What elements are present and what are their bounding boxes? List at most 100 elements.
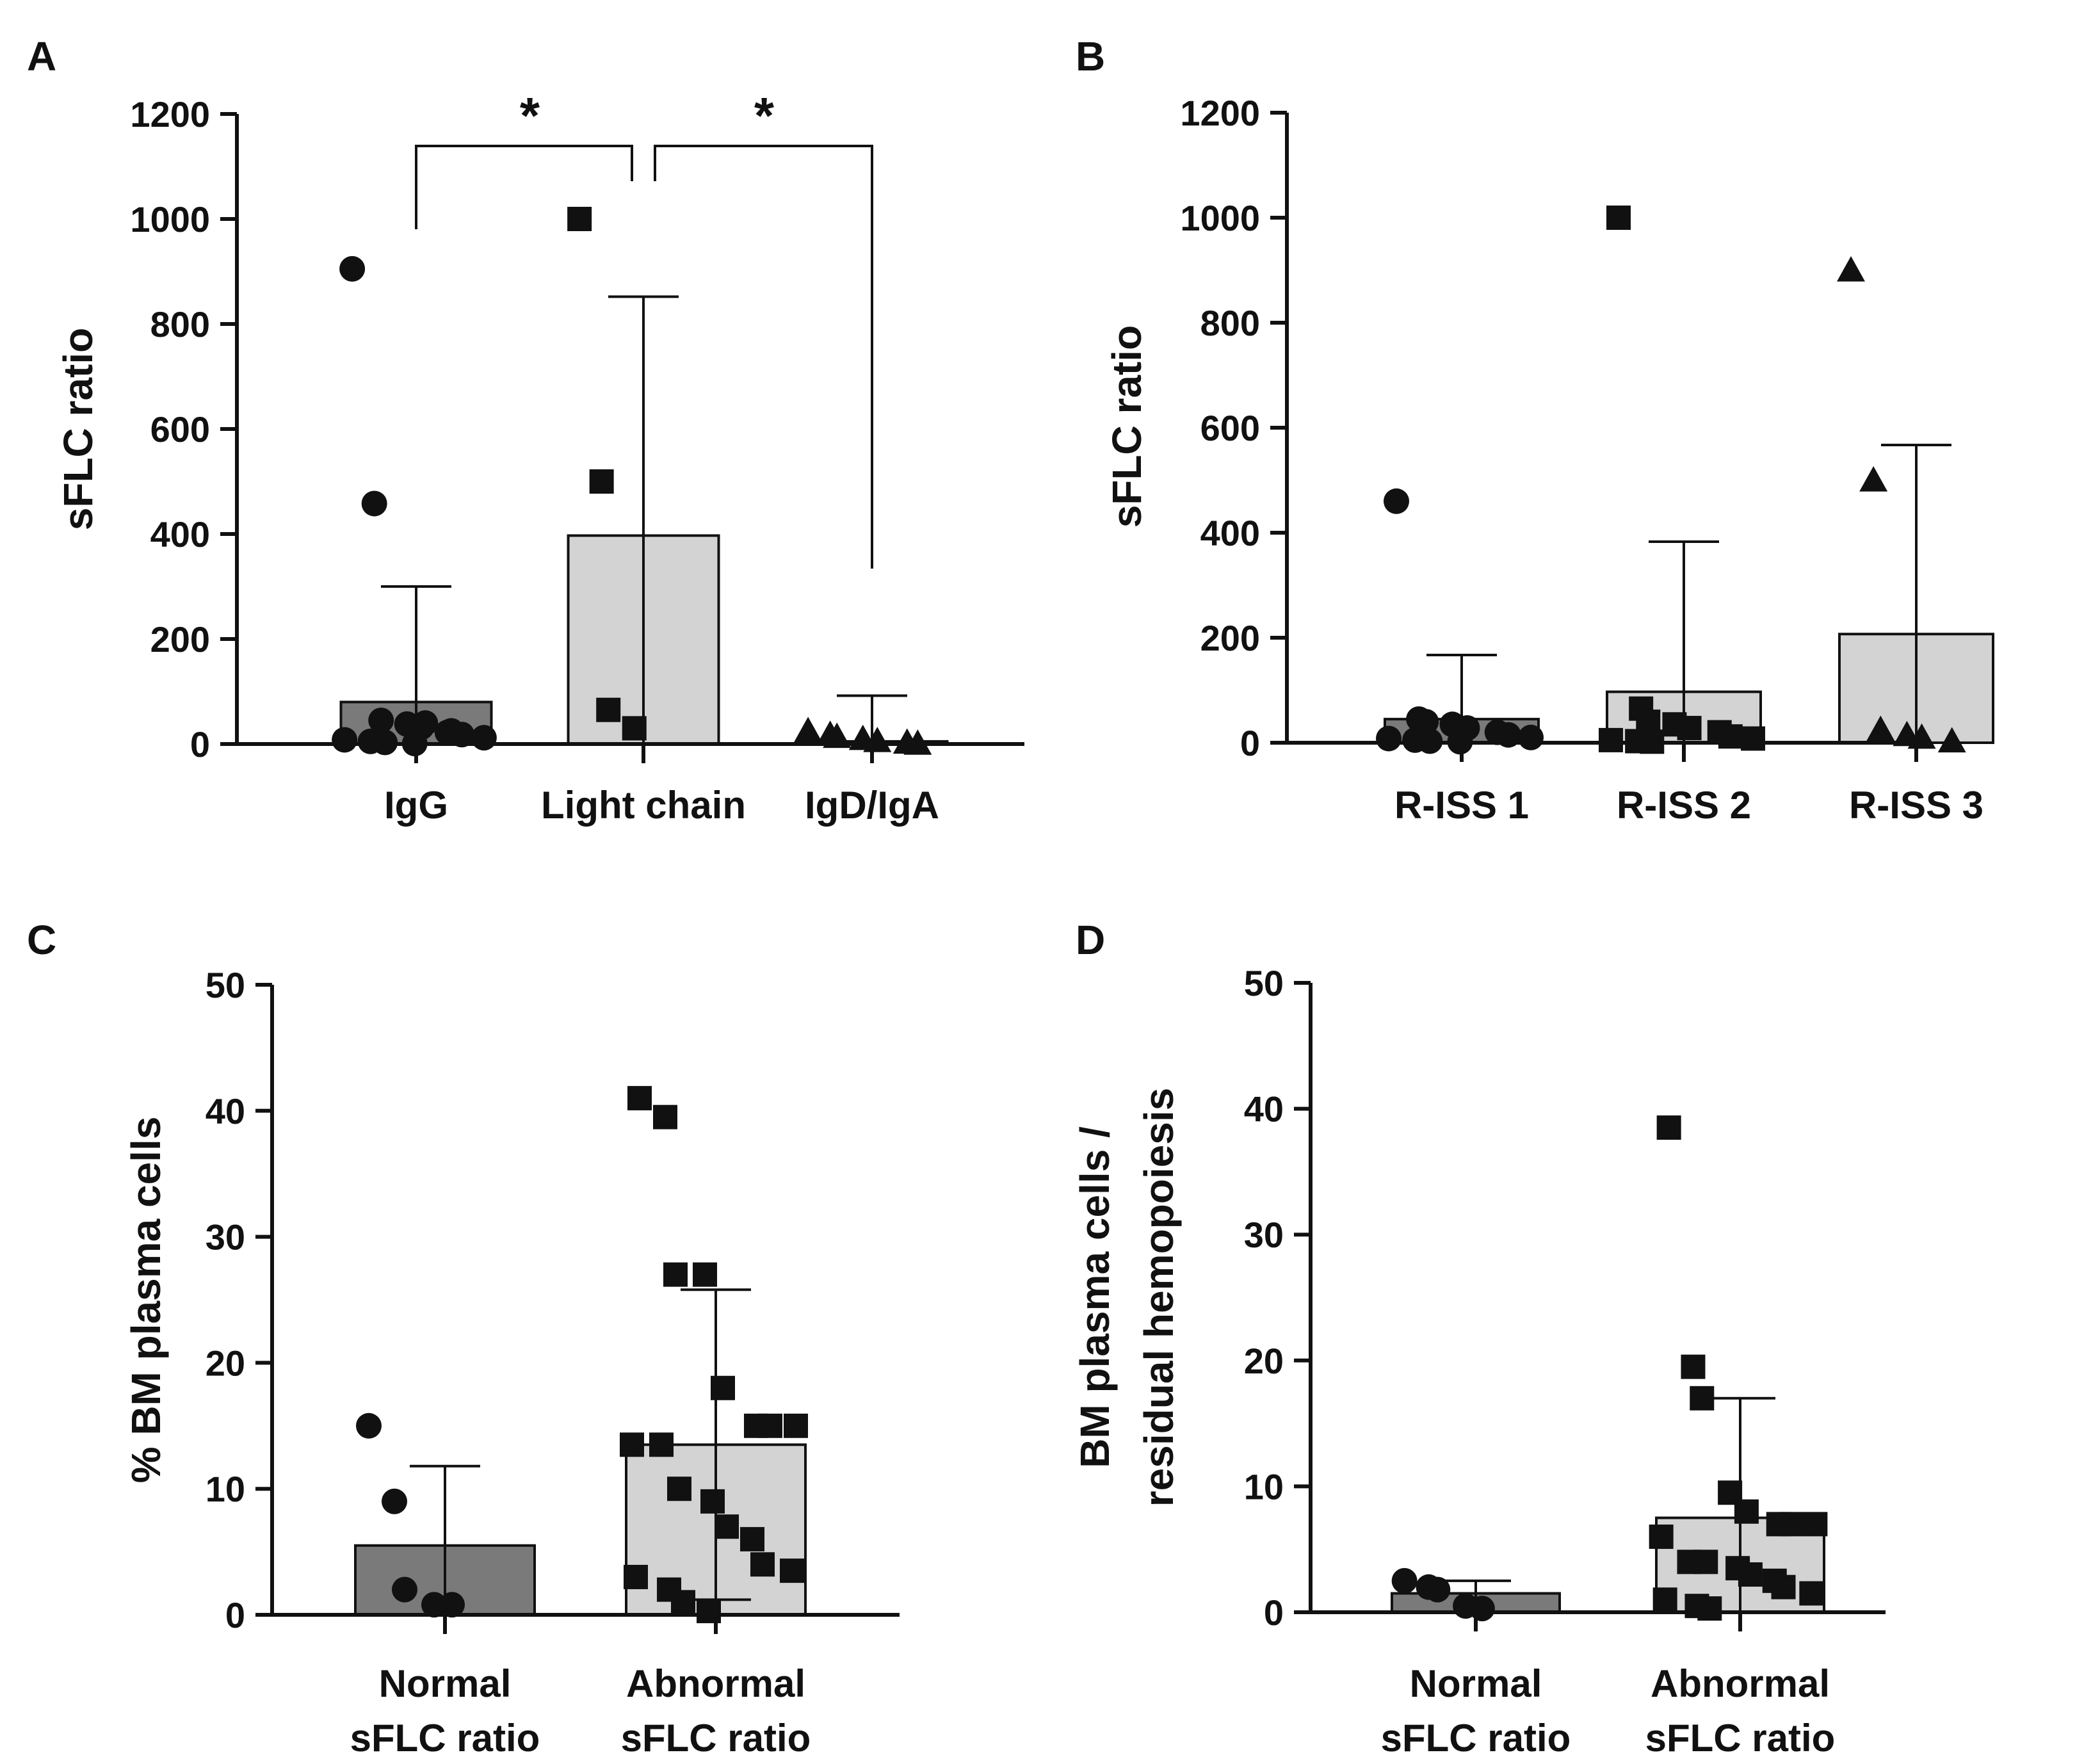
panel-d: D BM plasma cells / residual hemopoiesis 0 1… [1072, 917, 1886, 1760]
data-point [1741, 726, 1765, 751]
panel-c: C % BM plasma cells 0 10 20 30 40 50 Normal sFLC … [27, 917, 900, 1760]
data-point [368, 708, 394, 734]
y-tick-label: 10 [206, 1469, 245, 1509]
x-tick-label: Light chain [541, 784, 746, 827]
data-point [750, 1552, 775, 1577]
y-axis-title: BM plasma cells / [1072, 1126, 1118, 1468]
x-tick-label: sFLC ratio [1645, 1717, 1836, 1760]
data-point [1866, 715, 1895, 741]
x-tick-label: R-ISS 1 [1394, 784, 1529, 827]
y-tick-label: 1200 [130, 94, 210, 134]
x-tick-label: Normal [379, 1662, 512, 1705]
data-point [1376, 725, 1401, 752]
y-tick-label: 20 [1244, 1341, 1284, 1381]
data-point [1425, 1576, 1451, 1603]
y-tick-label: 40 [206, 1091, 245, 1131]
data-point [412, 710, 439, 736]
data-point [649, 1432, 674, 1457]
data-point [1413, 709, 1439, 735]
y-tick-label: 400 [150, 514, 210, 554]
data-point [332, 727, 358, 753]
x-tick-label: Normal [1410, 1662, 1542, 1705]
y-tick-label: 400 [1200, 513, 1260, 553]
data-point [1803, 1512, 1828, 1537]
x-tick-label: R-ISS 3 [1849, 784, 1983, 827]
y-tick-label: 30 [1244, 1215, 1284, 1255]
y-tick-label: 800 [150, 304, 210, 344]
data-point [624, 1564, 648, 1589]
data-point [1599, 727, 1623, 752]
data-point [740, 1526, 764, 1551]
data-point [622, 716, 647, 741]
data-point [1937, 727, 1966, 753]
data-point [1779, 1512, 1804, 1537]
data-point [596, 697, 621, 722]
data-point [823, 722, 852, 748]
y-tick-label: 50 [1244, 963, 1284, 1003]
y-tick-label: 1000 [1180, 198, 1260, 238]
x-tick-label: sFLC ratio [621, 1717, 811, 1760]
series-2 [567, 207, 720, 763]
panel-label: B [1076, 33, 1105, 79]
data-point [784, 1413, 808, 1438]
y-axis-title: % BM plasma cells [123, 1117, 169, 1484]
y-tick-label: 30 [206, 1217, 245, 1258]
y-tick-label: 0 [1240, 723, 1260, 763]
data-point [1606, 206, 1631, 230]
data-point [356, 1412, 382, 1439]
data-point [1837, 256, 1865, 282]
data-point [663, 1262, 688, 1287]
data-point [711, 1375, 735, 1400]
data-point [1649, 1525, 1674, 1550]
bracket [654, 145, 873, 569]
y-tick-label: 10 [1244, 1466, 1284, 1507]
data-point [1734, 1499, 1759, 1524]
data-point [439, 1592, 465, 1618]
data-point [382, 1488, 407, 1514]
data-point [1859, 466, 1888, 492]
y-tick-label: 0 [1264, 1592, 1284, 1633]
data-point [1677, 716, 1702, 741]
data-point [903, 729, 932, 755]
data-point [1718, 724, 1743, 749]
x-tick-label: IgG [384, 784, 448, 827]
x-tick-label: sFLC ratio [350, 1717, 540, 1760]
significance-star: * [520, 87, 540, 144]
data-point [794, 716, 823, 743]
data-point [1469, 1596, 1495, 1622]
y-tick-label: 1000 [130, 199, 210, 239]
x-tick-label: Abnormal [1651, 1662, 1830, 1705]
data-point [1697, 1596, 1722, 1621]
x-tick-label: R-ISS 2 [1617, 784, 1751, 827]
x-tick-label: IgD/IgA [805, 784, 939, 827]
series-1 [1376, 488, 1544, 762]
y-axis-title: sFLC ratio [55, 328, 101, 530]
data-point [1656, 1115, 1681, 1140]
series-1 [354, 1412, 536, 1634]
data-point [361, 490, 387, 517]
data-point [671, 1590, 695, 1615]
data-point [667, 1477, 691, 1501]
panel-label: A [27, 33, 56, 79]
data-point [339, 255, 366, 282]
y-tick-label: 50 [206, 965, 245, 1005]
series-2 [1649, 1115, 1828, 1631]
data-point [715, 1514, 739, 1539]
data-point [1384, 488, 1409, 514]
y-tick-label: 200 [1200, 618, 1260, 658]
data-point [421, 1592, 447, 1618]
series-2 [1599, 206, 1765, 762]
data-point [392, 1576, 417, 1603]
data-point [1907, 723, 1936, 749]
significance-brackets: * * [415, 87, 873, 569]
x-tick-label: sFLC ratio [1381, 1717, 1571, 1760]
bracket [415, 145, 633, 229]
data-point [471, 725, 497, 751]
data-point [1391, 1567, 1418, 1594]
data-point [589, 469, 614, 494]
y-axis-title: residual hemopoiesis [1136, 1088, 1182, 1507]
data-point [1518, 724, 1544, 750]
